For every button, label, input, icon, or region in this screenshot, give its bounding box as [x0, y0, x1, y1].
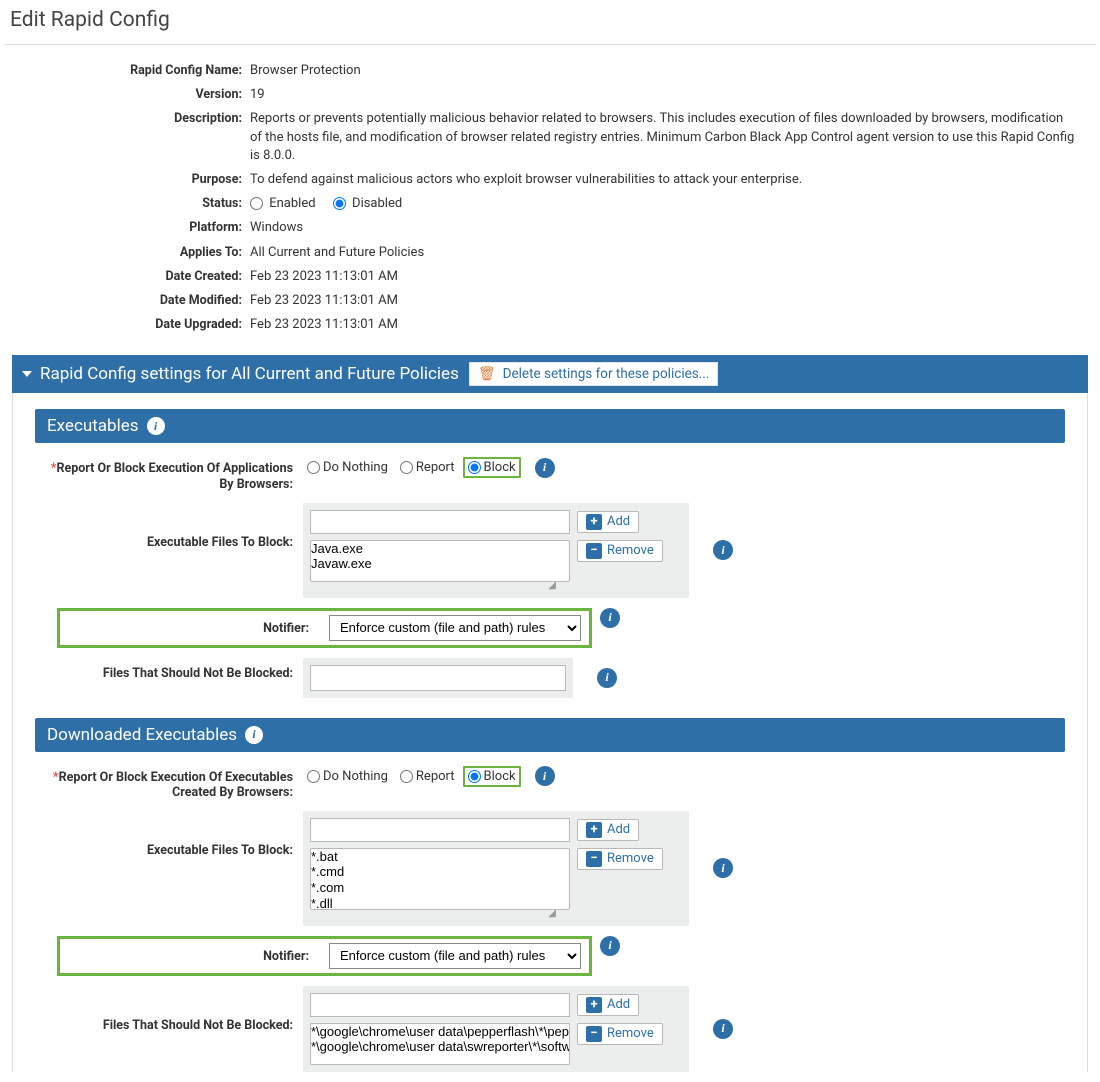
info-icon[interactable]: i: [713, 1019, 733, 1039]
exec-report-block-row: *Report Or Block Execution Of Applicatio…: [35, 457, 1065, 492]
modified-label: Date Modified:: [4, 292, 250, 310]
dl-files-editor: +Add *.bat*.cmd*.com*.dll −Remove ◢: [303, 811, 689, 926]
modified-value: Feb 23 2023 11:13:01 AM: [250, 292, 1096, 310]
exec-notblocked-row: Files That Should Not Be Blocked: i: [35, 658, 1065, 698]
purpose-label: Purpose:: [4, 171, 250, 189]
delete-settings-button[interactable]: 🗑 Delete settings for these policies...: [469, 362, 719, 386]
main-panel: Rapid Config Name: Browser Protection Ve…: [4, 44, 1096, 1072]
dl-files-add-input[interactable]: [310, 818, 570, 842]
config-info: Rapid Config Name: Browser Protection Ve…: [4, 59, 1096, 337]
dl-report-block-radios: Do Nothing Report Block: [303, 766, 521, 787]
dl-notifier-select[interactable]: Enforce custom (file and path) rules: [329, 943, 581, 969]
name-label: Rapid Config Name:: [4, 62, 250, 80]
add-button[interactable]: +Add: [577, 994, 639, 1016]
info-icon[interactable]: i: [147, 417, 165, 435]
version-value: 19: [250, 86, 1096, 104]
remove-button[interactable]: −Remove: [577, 848, 663, 870]
chevron-down-icon: [22, 371, 32, 377]
add-button[interactable]: +Add: [577, 819, 639, 841]
plus-icon: +: [586, 514, 602, 530]
exec-notifier-highlight: Notifier: Enforce custom (file and path)…: [57, 608, 592, 648]
plus-icon: +: [586, 997, 602, 1013]
upgraded-value: Feb 23 2023 11:13:01 AM: [250, 316, 1096, 334]
exec-files-row: Executable Files To Block: +Add Java.exe…: [35, 503, 1065, 598]
dl-notblocked-listbox[interactable]: *\google\chrome\user data\pepperflash\*\…: [310, 1023, 570, 1065]
exec-notifier-row: Notifier: Enforce custom (file and path)…: [57, 608, 1065, 648]
info-icon[interactable]: i: [245, 726, 263, 744]
dl-notifier-label: Notifier:: [64, 947, 319, 965]
minus-icon: −: [586, 1026, 602, 1042]
info-icon[interactable]: i: [535, 766, 555, 786]
dl-notblocked-label: Files That Should Not Be Blocked:: [35, 986, 303, 1034]
created-label: Date Created:: [4, 268, 250, 286]
version-label: Version:: [4, 86, 250, 104]
info-icon[interactable]: i: [713, 540, 733, 560]
description-label: Description:: [4, 110, 250, 128]
minus-icon: −: [586, 543, 602, 559]
remove-button[interactable]: −Remove: [577, 540, 663, 562]
dl-files-label: Executable Files To Block:: [35, 811, 303, 859]
created-value: Feb 23 2023 11:13:01 AM: [250, 268, 1096, 286]
info-icon[interactable]: i: [535, 458, 555, 478]
exec-notifier-label: Notifier:: [64, 619, 319, 637]
dl-report-block-label: *Report Or Block Execution Of Executable…: [35, 766, 303, 801]
settings-section-title: Rapid Config settings for All Current an…: [40, 364, 459, 384]
name-value: Browser Protection: [250, 62, 1096, 80]
status-value: Enabled Disabled: [250, 195, 1096, 213]
executables-group-header: Executables i: [35, 409, 1065, 443]
exec-notifier-select[interactable]: Enforce custom (file and path) rules: [329, 615, 581, 641]
exec-report-option[interactable]: Report: [396, 458, 459, 477]
applies-value: All Current and Future Policies: [250, 244, 1096, 262]
exec-files-editor: +Add Java.exeJavaw.exe −Remove ◢: [303, 503, 689, 598]
add-button[interactable]: +Add: [577, 511, 639, 533]
exec-block-option[interactable]: Block: [463, 457, 521, 478]
status-label: Status:: [4, 195, 250, 213]
downloaded-title: Downloaded Executables: [47, 725, 237, 745]
platform-value: Windows: [250, 219, 1096, 237]
status-disabled-option[interactable]: Disabled: [333, 196, 402, 211]
dl-report-option[interactable]: Report: [396, 767, 459, 786]
exec-files-listbox[interactable]: Java.exeJavaw.exe: [310, 540, 570, 582]
info-icon[interactable]: i: [713, 858, 733, 878]
exec-files-label: Executable Files To Block:: [35, 503, 303, 551]
status-enabled-option[interactable]: Enabled: [250, 196, 316, 211]
info-icon[interactable]: i: [600, 608, 620, 628]
dl-notblocked-add-input[interactable]: [310, 993, 570, 1017]
purpose-value: To defend against malicious actors who e…: [250, 171, 1096, 189]
dl-notblocked-row: Files That Should Not Be Blocked: +Add *…: [35, 986, 1065, 1072]
delete-settings-label: Delete settings for these policies...: [503, 366, 710, 382]
upgraded-label: Date Upgraded:: [4, 316, 250, 334]
exec-do-nothing-option[interactable]: Do Nothing: [303, 458, 392, 477]
downloaded-group-header: Downloaded Executables i: [35, 718, 1065, 752]
exec-files-add-input[interactable]: [310, 510, 570, 534]
settings-section-header[interactable]: Rapid Config settings for All Current an…: [12, 355, 1088, 393]
dl-notifier-highlight: Notifier: Enforce custom (file and path)…: [57, 936, 592, 976]
plus-icon: +: [586, 822, 602, 838]
dl-notifier-row: Notifier: Enforce custom (file and path)…: [57, 936, 1065, 976]
exec-notblocked-label: Files That Should Not Be Blocked:: [35, 658, 303, 682]
dl-report-block-row: *Report Or Block Execution Of Executable…: [35, 766, 1065, 801]
exec-report-block-label: *Report Or Block Execution Of Applicatio…: [35, 457, 303, 492]
dl-files-row: Executable Files To Block: +Add *.bat*.c…: [35, 811, 1065, 926]
remove-button[interactable]: −Remove: [577, 1023, 663, 1045]
settings-body: Executables i *Report Or Block Execution…: [12, 393, 1088, 1072]
platform-label: Platform:: [4, 219, 250, 237]
exec-report-block-radios: Do Nothing Report Block: [303, 457, 521, 478]
info-icon[interactable]: i: [600, 936, 620, 956]
info-icon[interactable]: i: [597, 668, 617, 688]
exec-notblocked-wrap: [303, 658, 573, 698]
executables-title: Executables: [47, 416, 139, 436]
page-title: Edit Rapid Config: [0, 0, 1100, 44]
trash-icon: 🗑: [478, 366, 496, 382]
applies-label: Applies To:: [4, 244, 250, 262]
dl-block-option[interactable]: Block: [463, 766, 521, 787]
exec-notblocked-input[interactable]: [310, 665, 566, 691]
dl-notblocked-editor: +Add *\google\chrome\user data\pepperfla…: [303, 986, 689, 1072]
minus-icon: −: [586, 851, 602, 867]
description-value: Reports or prevents potentially maliciou…: [250, 110, 1096, 165]
dl-files-listbox[interactable]: *.bat*.cmd*.com*.dll: [310, 848, 570, 910]
dl-do-nothing-option[interactable]: Do Nothing: [303, 767, 392, 786]
